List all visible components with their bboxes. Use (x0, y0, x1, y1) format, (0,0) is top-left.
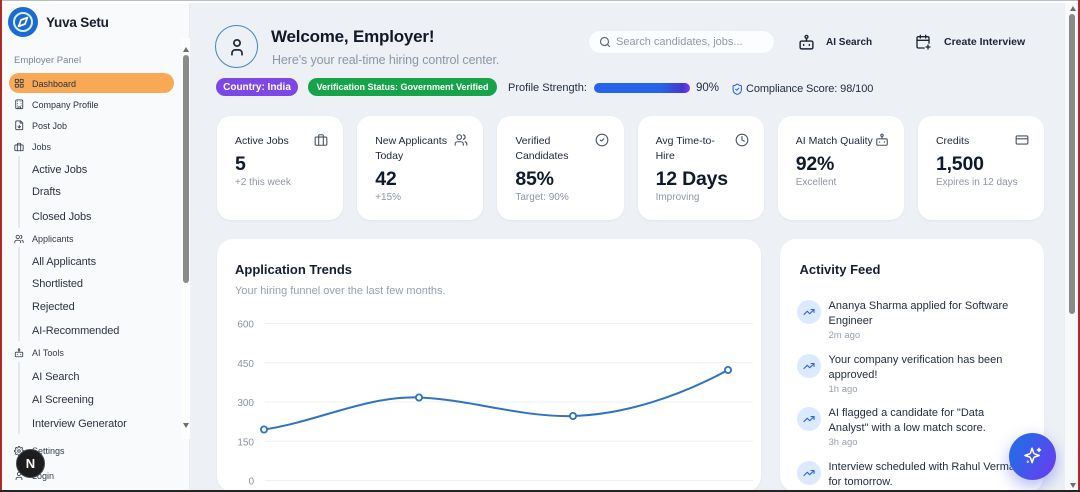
svg-text:600: 600 (237, 320, 254, 331)
svg-text:300: 300 (237, 398, 254, 409)
svg-text:450: 450 (237, 359, 254, 370)
svg-text:150: 150 (237, 437, 254, 448)
svg-text:0: 0 (248, 477, 254, 488)
